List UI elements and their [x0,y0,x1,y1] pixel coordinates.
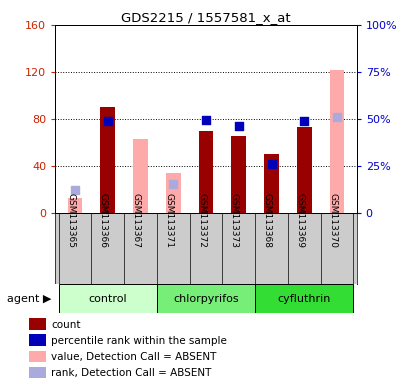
Text: GSM113366: GSM113366 [99,193,108,248]
Text: count: count [51,320,81,330]
Title: GDS2215 / 1557581_x_at: GDS2215 / 1557581_x_at [121,11,290,24]
Text: GSM113372: GSM113372 [197,193,206,248]
Text: control: control [88,293,127,304]
Point [170,180,176,187]
Text: GSM113365: GSM113365 [66,193,75,248]
Text: GSM113368: GSM113368 [262,193,271,248]
Text: percentile rank within the sample: percentile rank within the sample [51,336,227,346]
Bar [58,284,157,313]
Point [267,161,274,167]
Text: GSM113370: GSM113370 [327,193,336,248]
Bar [29,334,46,346]
Point [235,123,241,129]
Bar [231,136,245,213]
Bar [29,351,46,362]
Bar [296,127,311,213]
Bar [263,154,278,213]
Bar [166,173,180,213]
Text: GSM113367: GSM113367 [131,193,140,248]
Bar [133,139,148,213]
Point [333,114,339,120]
Point [300,118,307,124]
Bar [329,70,344,213]
Bar [29,318,46,330]
Text: cyfluthrin: cyfluthrin [277,293,330,304]
Text: rank, Detection Call = ABSENT: rank, Detection Call = ABSENT [51,368,211,379]
Bar [254,284,353,313]
Text: agent ▶: agent ▶ [7,293,51,304]
Text: value, Detection Call = ABSENT: value, Detection Call = ABSENT [51,352,216,362]
Bar [67,198,82,213]
Bar [29,367,46,378]
Text: chlorpyrifos: chlorpyrifos [173,293,238,304]
Text: GSM113369: GSM113369 [294,193,303,248]
Bar [198,131,213,213]
Point [202,117,209,123]
Point [104,118,111,124]
Point [72,187,78,193]
Text: GSM113371: GSM113371 [164,193,173,248]
Bar [100,107,115,213]
Bar [157,284,254,313]
Text: GSM113373: GSM113373 [229,193,238,248]
